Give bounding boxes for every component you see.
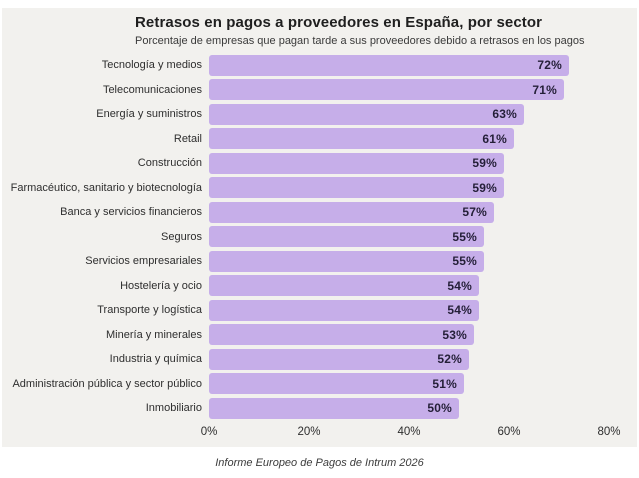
bar: 59% — [209, 152, 504, 174]
bar-value-label: 71% — [532, 82, 557, 97]
bar-row: Tecnología y medios 72% — [2, 53, 637, 78]
bar-track: 61% — [209, 128, 609, 150]
bar: 50% — [209, 397, 459, 419]
category-label: Minería y minerales — [106, 328, 202, 341]
bar-track: 55% — [209, 250, 609, 272]
bar-track: 59% — [209, 177, 609, 199]
bar: 55% — [209, 226, 484, 248]
chart-subtitle: Porcentaje de empresas que pagan tarde a… — [135, 35, 585, 47]
bar-value-label: 54% — [447, 278, 472, 293]
bar-value-label: 59% — [472, 156, 497, 171]
bar-value-label: 72% — [537, 58, 562, 73]
bar: 53% — [209, 324, 474, 346]
bar-track: 53% — [209, 324, 609, 346]
bar: 55% — [209, 250, 484, 272]
bar: 54% — [209, 299, 479, 321]
category-label: Seguros — [161, 230, 202, 243]
bar: 61% — [209, 128, 514, 150]
bar-value-label: 51% — [432, 376, 457, 391]
bar: 51% — [209, 373, 464, 395]
x-axis: 0% 20% 40% 60% 80% — [201, 424, 621, 444]
bar-row: Telecomunicaciones 71% — [2, 78, 637, 103]
category-label: Servicios empresariales — [85, 255, 202, 268]
bar-value-label: 53% — [442, 327, 467, 342]
bar-track: 55% — [209, 226, 609, 248]
bar-value-label: 59% — [472, 180, 497, 195]
bar-value-label: 50% — [427, 401, 452, 416]
bar-row: Minería y minerales 53% — [2, 323, 637, 348]
bar-row: Hostelería y ocio 54% — [2, 274, 637, 299]
category-label: Banca y servicios financieros — [60, 206, 202, 219]
bar-value-label: 54% — [447, 303, 472, 318]
category-label: Construcción — [137, 157, 202, 170]
bar-row: Administración pública y sector público 5… — [2, 372, 637, 397]
category-label: Farmacéutico, sanitario y biotecnología — [10, 181, 202, 194]
bar-row: Transporte y logística 54% — [2, 298, 637, 323]
bar-value-label: 57% — [462, 205, 487, 220]
bar-value-label: 55% — [452, 254, 477, 269]
bar-row: Servicios empresariales 55% — [2, 249, 637, 274]
x-axis-tick: 20% — [297, 425, 321, 438]
category-label: Energía y suministros — [96, 108, 202, 121]
bar: 72% — [209, 54, 569, 76]
category-label: Inmobiliario — [145, 402, 202, 415]
bar-value-label: 55% — [452, 229, 477, 244]
bar-track: 71% — [209, 79, 609, 101]
bar-row: Farmacéutico, sanitario y biotecnología 5… — [2, 176, 637, 201]
category-label: Retail — [173, 132, 202, 145]
bar-track: 54% — [209, 299, 609, 321]
bar-track: 72% — [209, 54, 609, 76]
bar: 57% — [209, 201, 494, 223]
x-axis-tick: 80% — [597, 425, 621, 438]
bar: 71% — [209, 79, 564, 101]
category-label: Administración pública y sector público — [12, 377, 202, 390]
category-label: Transporte y logística — [97, 304, 202, 317]
bar: 54% — [209, 275, 479, 297]
x-axis-tick: 0% — [200, 425, 218, 438]
bar-row: Construcción 59% — [2, 151, 637, 176]
source-caption: Informe Europeo de Pagos de Intrum 2026 — [215, 457, 424, 469]
bar: 52% — [209, 348, 469, 370]
bar-track: 50% — [209, 397, 609, 419]
category-label: Telecomunicaciones — [102, 83, 202, 96]
bar-chart: Tecnología y medios 72% Telecomunicaciones… — [2, 53, 637, 421]
category-label: Industria y química — [109, 353, 202, 366]
bar-track: 57% — [209, 201, 609, 223]
bar-row: Industria y química 52% — [2, 347, 637, 372]
bar-row: Energía y suministros 63% — [2, 102, 637, 127]
chart-card: Retrasos en pagos a proveedores en Españ… — [2, 8, 637, 447]
bar-track: 51% — [209, 373, 609, 395]
bar-row: Seguros 55% — [2, 225, 637, 250]
x-axis-tick: 60% — [497, 425, 521, 438]
bar-row: Inmobiliario 50% — [2, 396, 637, 421]
chart-header: Retrasos en pagos a proveedores en Españ… — [2, 8, 637, 49]
bar-row: Retail 61% — [2, 127, 637, 152]
bar-track: 54% — [209, 275, 609, 297]
category-label: Tecnología y medios — [101, 59, 202, 72]
bar: 59% — [209, 177, 504, 199]
bar-track: 59% — [209, 152, 609, 174]
bar-value-label: 63% — [492, 107, 517, 122]
x-axis-tick: 40% — [397, 425, 421, 438]
bar: 63% — [209, 103, 524, 125]
chart-title: Retrasos en pagos a proveedores en Españ… — [135, 14, 543, 31]
bar-track: 63% — [209, 103, 609, 125]
bar-row: Banca y servicios financieros 57% — [2, 200, 637, 225]
bar-value-label: 61% — [482, 131, 507, 146]
category-label: Hostelería y ocio — [120, 279, 202, 292]
bar-track: 52% — [209, 348, 609, 370]
bar-value-label: 52% — [437, 352, 462, 367]
